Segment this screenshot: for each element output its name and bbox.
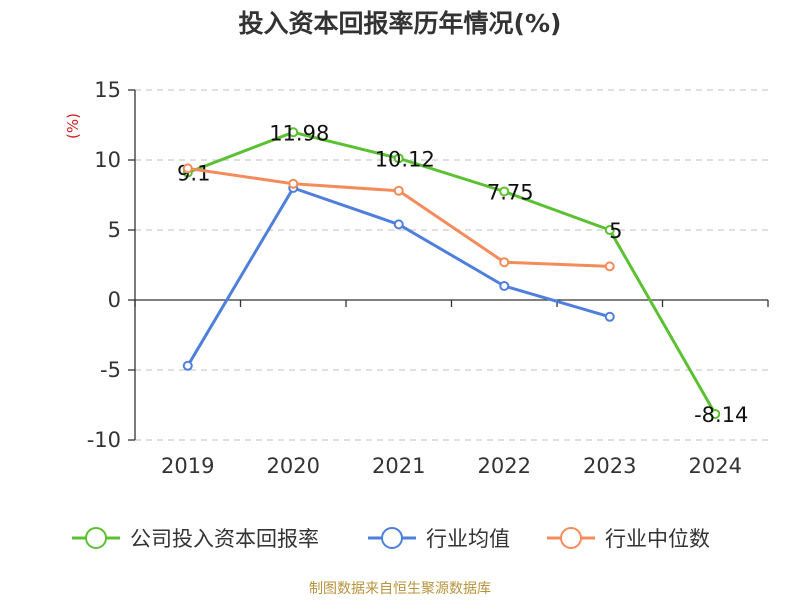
x-tick-label: 2024 bbox=[689, 454, 742, 478]
x-tick-label: 2022 bbox=[478, 454, 531, 478]
data-point bbox=[393, 185, 404, 196]
data-label: 9.1 bbox=[177, 162, 210, 186]
legend-marker bbox=[381, 527, 403, 549]
x-tick-label: 2019 bbox=[161, 454, 214, 478]
data-point bbox=[604, 311, 615, 322]
y-tick-label: 15 bbox=[94, 78, 121, 102]
data-label: 10.12 bbox=[375, 147, 435, 171]
legend-label: 公司投入资本回报率 bbox=[130, 527, 319, 551]
legend-marker bbox=[85, 527, 107, 549]
series-line-3 bbox=[187, 166, 610, 268]
series-line-1 bbox=[187, 130, 717, 415]
data-point bbox=[182, 163, 193, 174]
x-tick-label: 2020 bbox=[267, 454, 320, 478]
data-label: -8.14 bbox=[694, 403, 748, 427]
data-point bbox=[393, 219, 404, 230]
data-point bbox=[499, 281, 510, 291]
source-note: 制图数据来自恒生聚源数据库 bbox=[309, 581, 491, 597]
data-label: 5 bbox=[609, 219, 622, 243]
legend-marker bbox=[560, 527, 582, 549]
y-tick-label: 10 bbox=[94, 148, 121, 172]
y-tick-label: 5 bbox=[108, 218, 121, 242]
data-point bbox=[393, 153, 404, 164]
data-point bbox=[710, 408, 721, 419]
data-label: 7.75 bbox=[487, 181, 534, 205]
y-axis-unit: (%) bbox=[64, 113, 82, 139]
y-tick-label: -10 bbox=[87, 428, 121, 452]
data-point bbox=[499, 186, 510, 197]
y-tick-label: 0 bbox=[108, 288, 121, 312]
data-point bbox=[604, 225, 615, 235]
data-point bbox=[288, 178, 299, 189]
data-point bbox=[604, 261, 615, 272]
legend-label: 行业中位数 bbox=[605, 527, 710, 551]
legend-label: 行业均值 bbox=[426, 527, 510, 551]
series-line-2 bbox=[186, 186, 611, 367]
data-point bbox=[288, 127, 299, 138]
y-tick-label: -5 bbox=[100, 358, 121, 382]
chart-title: 投入资本回报率历年情况(%) bbox=[238, 9, 562, 38]
data-point bbox=[182, 360, 193, 371]
data-point bbox=[499, 257, 510, 268]
data-label: 11.98 bbox=[269, 121, 329, 145]
x-tick-label: 2023 bbox=[583, 454, 636, 478]
x-tick-label: 2021 bbox=[372, 454, 425, 478]
